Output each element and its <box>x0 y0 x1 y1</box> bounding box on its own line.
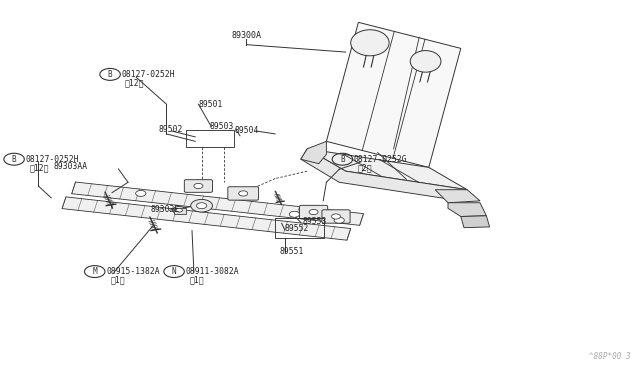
Text: 89501: 89501 <box>198 100 223 109</box>
Text: M: M <box>92 267 97 276</box>
Bar <box>186 130 234 147</box>
Circle shape <box>173 206 186 214</box>
Bar <box>174 208 186 214</box>
Text: B: B <box>108 70 113 79</box>
Text: （2）: （2） <box>357 163 372 172</box>
Ellipse shape <box>351 30 389 56</box>
FancyBboxPatch shape <box>184 180 212 192</box>
Text: 08127-0252G: 08127-0252G <box>354 155 408 164</box>
Text: 08915-1382A: 08915-1382A <box>106 267 160 276</box>
Polygon shape <box>301 149 467 201</box>
Text: 89551: 89551 <box>279 247 303 256</box>
Circle shape <box>194 183 203 189</box>
Text: （1）: （1） <box>189 275 204 284</box>
Polygon shape <box>448 203 486 217</box>
Polygon shape <box>62 197 351 240</box>
Text: 89552: 89552 <box>285 224 309 233</box>
Polygon shape <box>72 182 364 225</box>
Text: 89303AA: 89303AA <box>53 162 87 171</box>
Text: 89303E: 89303E <box>150 205 180 214</box>
FancyBboxPatch shape <box>228 187 259 200</box>
Polygon shape <box>326 22 461 167</box>
Circle shape <box>334 217 344 223</box>
Text: （12）: （12） <box>29 163 49 172</box>
Circle shape <box>289 211 300 217</box>
FancyBboxPatch shape <box>300 205 328 219</box>
Text: 08127-0252H: 08127-0252H <box>122 70 175 79</box>
Circle shape <box>191 199 212 212</box>
FancyBboxPatch shape <box>322 210 350 223</box>
Polygon shape <box>307 149 467 190</box>
Text: B: B <box>340 155 345 164</box>
Polygon shape <box>461 216 490 228</box>
Ellipse shape <box>410 51 441 72</box>
Text: （1）: （1） <box>110 275 125 284</box>
Text: B: B <box>12 155 17 164</box>
Text: 08127-0252H: 08127-0252H <box>26 155 79 164</box>
Polygon shape <box>435 190 480 203</box>
Text: 89503: 89503 <box>210 122 234 131</box>
Text: 89553: 89553 <box>303 217 327 226</box>
Text: 08911-3082A: 08911-3082A <box>186 267 239 276</box>
Circle shape <box>196 203 207 209</box>
Text: 89300A: 89300A <box>232 31 261 40</box>
Text: N: N <box>172 267 177 276</box>
Circle shape <box>136 190 146 196</box>
Polygon shape <box>301 141 326 164</box>
Text: 89502: 89502 <box>159 125 183 134</box>
Circle shape <box>176 208 182 212</box>
Circle shape <box>332 214 340 219</box>
Text: （12）: （12） <box>125 78 144 87</box>
Circle shape <box>239 191 248 196</box>
Text: ^88P*00 3: ^88P*00 3 <box>589 352 630 361</box>
Text: 89504: 89504 <box>235 126 259 135</box>
Circle shape <box>309 209 318 215</box>
